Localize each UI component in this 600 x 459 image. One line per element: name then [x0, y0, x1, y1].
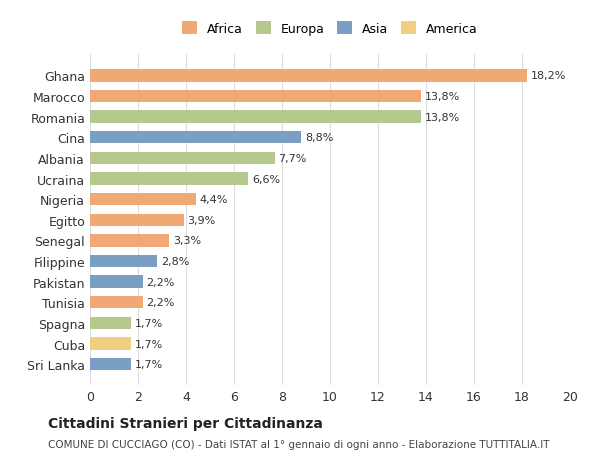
- Text: 13,8%: 13,8%: [425, 112, 460, 123]
- Text: Cittadini Stranieri per Cittadinanza: Cittadini Stranieri per Cittadinanza: [48, 416, 323, 430]
- Text: 18,2%: 18,2%: [530, 71, 566, 81]
- Bar: [90, 214, 184, 226]
- Bar: [90, 70, 527, 83]
- Text: 2,2%: 2,2%: [146, 297, 175, 308]
- Bar: [90, 111, 421, 123]
- Text: 2,8%: 2,8%: [161, 257, 189, 267]
- Text: 1,7%: 1,7%: [134, 359, 163, 369]
- Bar: [90, 91, 421, 103]
- Text: 3,3%: 3,3%: [173, 236, 201, 246]
- Text: 1,7%: 1,7%: [134, 339, 163, 349]
- Bar: [90, 132, 301, 144]
- Text: 3,9%: 3,9%: [187, 215, 215, 225]
- Bar: [90, 173, 248, 185]
- Text: 1,7%: 1,7%: [134, 318, 163, 328]
- Bar: [90, 297, 143, 309]
- Bar: [90, 152, 275, 165]
- Legend: Africa, Europa, Asia, America: Africa, Europa, Asia, America: [179, 18, 481, 39]
- Text: 7,7%: 7,7%: [278, 154, 307, 163]
- Bar: [90, 358, 131, 370]
- Bar: [90, 338, 131, 350]
- Text: 13,8%: 13,8%: [425, 92, 460, 102]
- Text: 2,2%: 2,2%: [146, 277, 175, 287]
- Bar: [90, 255, 157, 268]
- Text: 4,4%: 4,4%: [199, 195, 227, 205]
- Text: 8,8%: 8,8%: [305, 133, 333, 143]
- Bar: [90, 276, 143, 288]
- Text: 6,6%: 6,6%: [252, 174, 280, 184]
- Bar: [90, 194, 196, 206]
- Bar: [90, 317, 131, 330]
- Bar: [90, 235, 169, 247]
- Text: COMUNE DI CUCCIAGO (CO) - Dati ISTAT al 1° gennaio di ogni anno - Elaborazione T: COMUNE DI CUCCIAGO (CO) - Dati ISTAT al …: [48, 440, 550, 449]
